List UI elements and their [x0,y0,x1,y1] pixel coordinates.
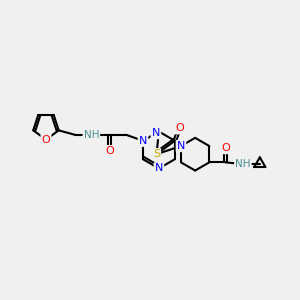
Text: O: O [42,135,50,145]
Text: O: O [105,146,114,156]
Text: S: S [153,149,160,159]
Text: NH: NH [235,159,250,169]
Text: N: N [139,136,147,146]
Text: N: N [177,141,185,151]
Text: O: O [175,123,184,133]
Text: NH: NH [84,130,99,140]
Text: N: N [155,164,163,173]
Text: O: O [221,143,230,153]
Text: N: N [152,128,160,138]
